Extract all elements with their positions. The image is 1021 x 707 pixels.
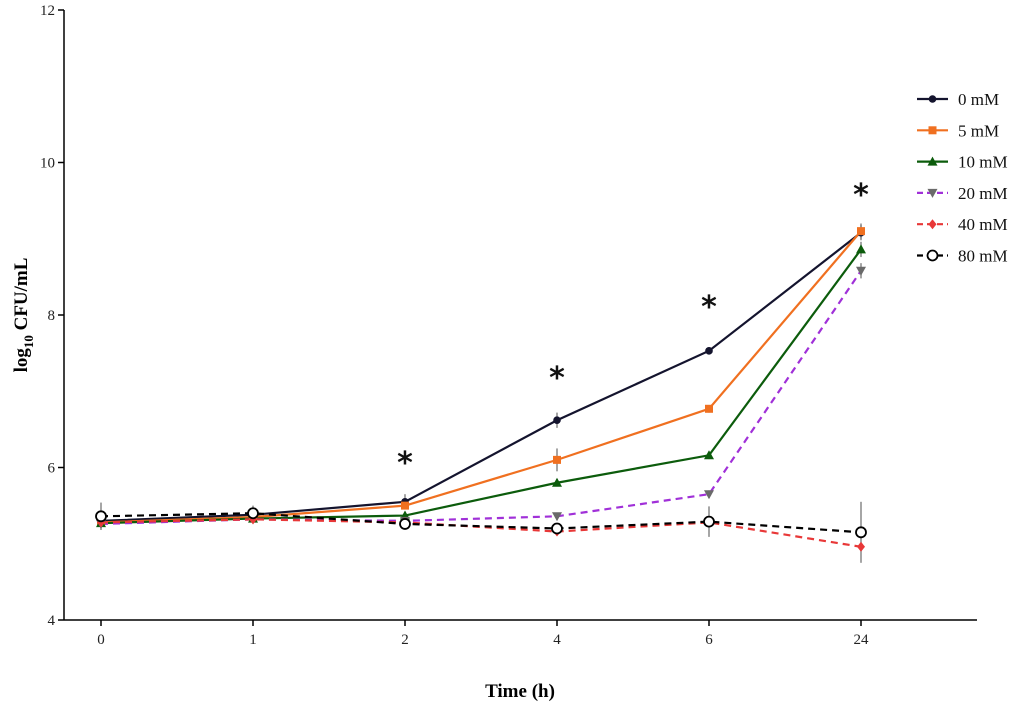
y-tick-label: 12 [40,3,55,19]
data-point [552,512,562,522]
legend-label: 80 mM [958,247,1008,266]
series-line [100,518,862,548]
legend-item: 10 mM [917,153,1008,172]
y-ticks: 4 6 8 10 12 [40,3,64,629]
y-axis-title: log10 CFU/mL [11,258,36,373]
legend-marker [927,188,938,198]
legend-marker [928,95,937,103]
data-point [856,266,866,276]
legend-item: 5 mM [917,121,999,140]
data-point [856,244,866,254]
axes [63,10,977,621]
x-axis-title: Time (h) [485,681,555,702]
data-point [552,477,562,487]
x-ticks: 0 1 2 4 6 24 [97,620,869,648]
legend-item: 40 mM [917,215,1008,234]
significance-star: * [853,178,869,213]
y-axis-title-subscript: 10 [21,335,36,348]
x-tick-label: 0 [97,632,105,648]
y-tick-label: 6 [48,461,56,477]
legend-marker [928,219,937,230]
significance-star: * [701,290,717,325]
data-point [704,490,714,500]
legend-marker [927,156,938,166]
legend-marker [926,249,939,262]
y-tick-label: 4 [48,613,56,629]
data-point [703,515,715,528]
data-point [553,455,561,464]
series-line [100,270,862,526]
legend-label: 10 mM [958,153,1008,172]
legend: 0 mM 5 mM 10 mM 20 mM 40 mM 80 mM [917,90,1008,266]
x-tick-label: 1 [249,632,257,648]
error-bars [100,223,862,563]
data-point [705,404,713,413]
data-point [95,510,107,523]
x-tick-label: 6 [705,632,713,648]
legend-label: 5 mM [958,121,999,140]
data-point [857,227,865,236]
series-lines [100,230,862,548]
series-line [100,512,862,534]
y-axis-title-log: log [11,348,32,373]
data-point [247,507,259,520]
significance-markers: * * * * [397,178,869,481]
data-point [551,522,563,535]
significance-star: * [549,361,565,396]
data-point [705,347,713,355]
y-tick-label: 8 [48,308,56,324]
data-point [399,518,411,530]
x-tick-label: 4 [553,632,561,648]
data-point [704,450,714,460]
x-tick-label: 24 [854,632,870,648]
series-line [100,231,862,522]
data-point [855,526,867,539]
significance-star: * [397,446,413,481]
legend-marker [928,126,937,135]
legend-label: 0 mM [958,90,999,109]
data-point [553,416,561,425]
legend-item: 0 mM [917,90,999,109]
y-tick-label: 10 [40,156,55,172]
legend-item: 20 mM [917,184,1008,203]
data-point [401,501,409,510]
x-tick-label: 2 [401,632,409,648]
data-point [857,541,865,552]
legend-item: 80 mM [917,247,1008,266]
y-axis-title-rest: CFU/mL [11,258,32,336]
legend-label: 40 mM [958,215,1008,234]
legend-label: 20 mM [958,184,1008,203]
series-markers [95,227,867,552]
series-line [100,230,862,524]
